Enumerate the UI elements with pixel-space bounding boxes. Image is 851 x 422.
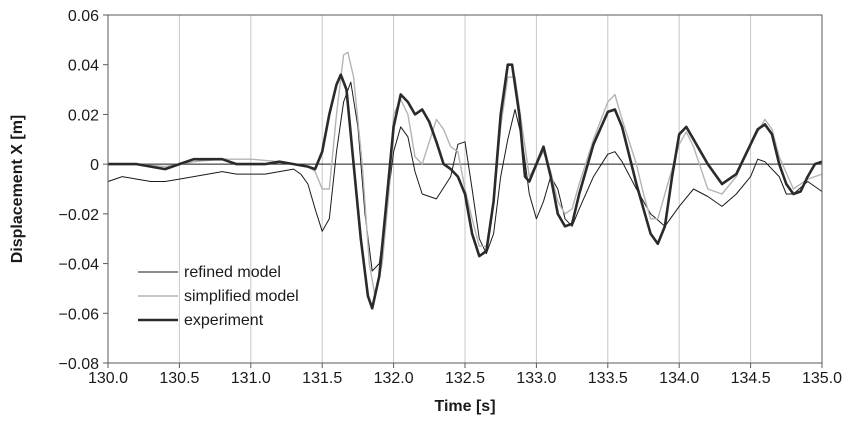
y-axis-title: Displacement X [m] [9, 115, 26, 263]
legend-label-2: experiment [184, 312, 264, 329]
y-tick-label: 0.06 [68, 8, 99, 25]
y-tick-label: 0 [90, 157, 99, 174]
y-tick-label: −0.04 [59, 257, 100, 274]
x-tick-label: 133.5 [588, 370, 628, 387]
x-tick-label: 130.5 [159, 370, 199, 387]
x-tick-label: 130.0 [88, 370, 128, 387]
x-tick-label: 135.0 [802, 370, 842, 387]
x-tick-label: 132.5 [445, 370, 485, 387]
series-line-0 [107, 81, 823, 272]
legend-label-1: simplified model [184, 288, 299, 305]
y-axis-ticks: −0.08 −0.06 −0.04 −0.02 0 0.02 0.04 0.06 [59, 8, 108, 373]
series-line-2 [108, 63, 823, 310]
x-axis-ticks: 130.0 130.5 131.0 131.5 132.0 132.5 133.0 133.5… [88, 363, 842, 387]
x-axis-title: Time [s] [434, 398, 495, 415]
y-tick-label: −0.06 [59, 306, 100, 323]
x-tick-label: 131.0 [231, 370, 271, 387]
x-tick-label: 134.5 [731, 370, 771, 387]
x-tick-label: 134.0 [659, 370, 699, 387]
x-tick-label: 133.0 [516, 370, 556, 387]
x-tick-label: 132.0 [374, 370, 414, 387]
y-tick-label: 0.02 [68, 107, 99, 124]
legend-label-0: refined model [184, 264, 281, 281]
series-lines [107, 51, 823, 310]
legend: refined model simplified model experiment [138, 264, 299, 329]
y-tick-label: −0.02 [59, 207, 100, 224]
x-tick-label: 131.5 [302, 370, 342, 387]
y-tick-label: −0.08 [59, 356, 100, 373]
y-tick-label: 0.04 [68, 58, 99, 75]
